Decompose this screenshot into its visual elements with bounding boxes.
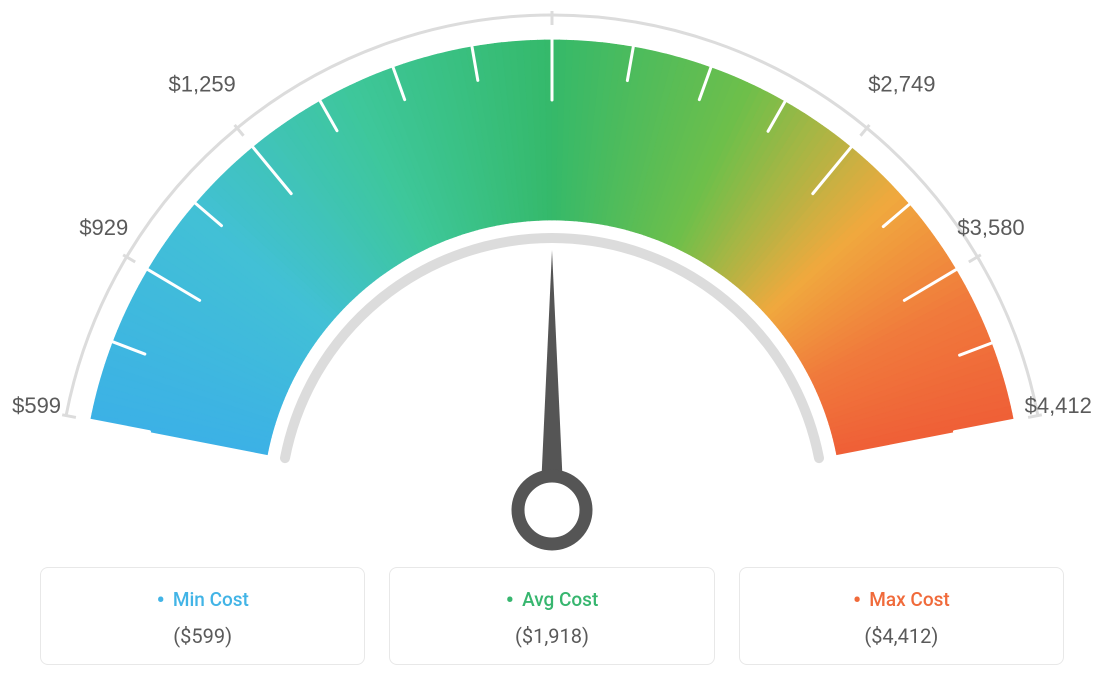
gauge-tick-label: $1,259 <box>169 72 236 97</box>
cost-gauge: $599$929$1,259$1,918$2,749$3,580$4,412 <box>0 0 1104 560</box>
legend-max-title: Max Cost <box>750 586 1053 614</box>
gauge-tick-label: $929 <box>79 215 128 240</box>
legend-row: Min Cost ($599) Avg Cost ($1,918) Max Co… <box>40 567 1064 665</box>
legend-max-card: Max Cost ($4,412) <box>739 567 1064 665</box>
legend-avg-title: Avg Cost <box>400 586 703 614</box>
gauge-hub <box>518 476 586 544</box>
legend-min-card: Min Cost ($599) <box>40 567 365 665</box>
legend-avg-card: Avg Cost ($1,918) <box>389 567 714 665</box>
legend-avg-value: ($1,918) <box>400 624 703 648</box>
legend-min-title: Min Cost <box>51 586 354 614</box>
legend-min-value: ($599) <box>51 624 354 648</box>
legend-max-value: ($4,412) <box>750 624 1053 648</box>
gauge-tick-label: $3,580 <box>957 215 1024 240</box>
gauge-svg: $599$929$1,259$1,918$2,749$3,580$4,412 <box>0 0 1104 560</box>
gauge-tick-label: $599 <box>12 393 61 418</box>
gauge-tick-label: $2,749 <box>868 72 935 97</box>
gauge-tick-label: $4,412 <box>1025 393 1092 418</box>
